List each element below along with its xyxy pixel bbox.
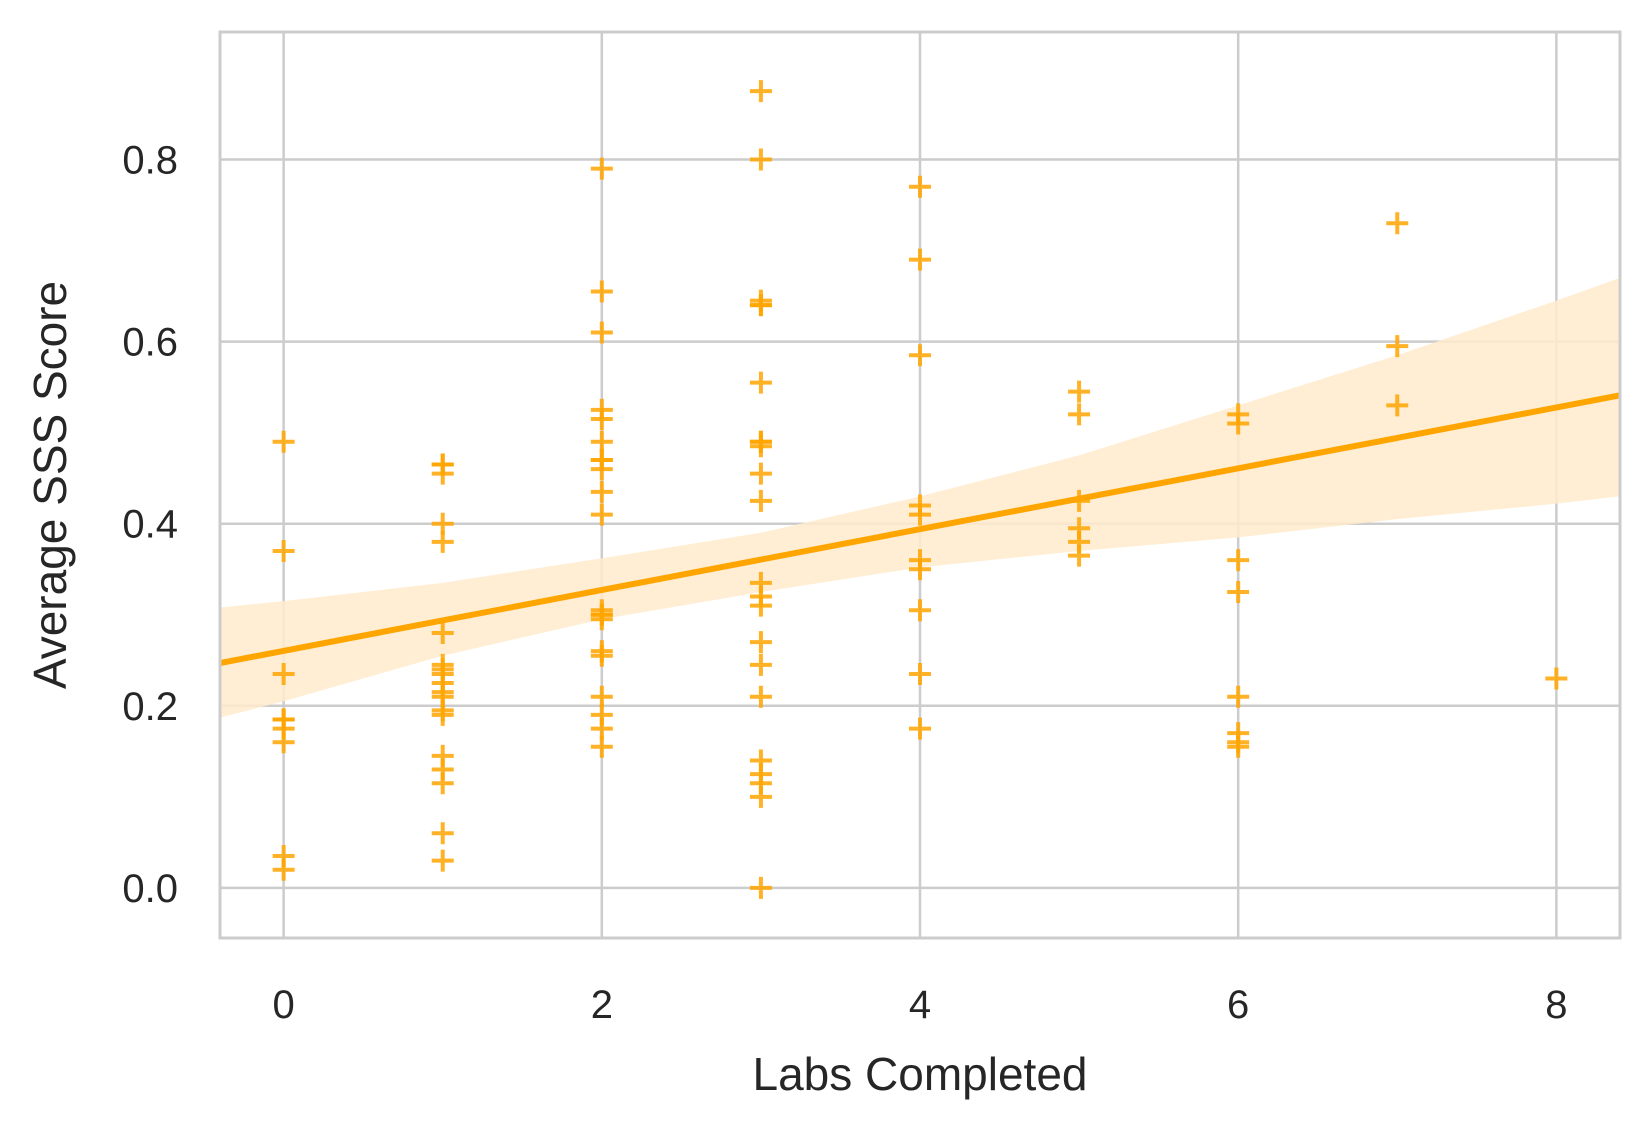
- data-point: [431, 849, 454, 872]
- data-point: [909, 717, 931, 740]
- data-point: [749, 685, 772, 708]
- data-point: [590, 644, 613, 667]
- data-point: [749, 148, 772, 171]
- data-point: [749, 80, 772, 103]
- y-tick-label: 0.2: [122, 685, 178, 729]
- data-point: [1386, 212, 1409, 235]
- data-point: [1545, 667, 1568, 690]
- data-point: [272, 858, 295, 881]
- data-point: [431, 621, 454, 644]
- data-point: [590, 603, 613, 626]
- data-point: [749, 785, 772, 808]
- y-tick-label: 0.4: [122, 503, 178, 547]
- data-point: [590, 448, 613, 471]
- data-point: [431, 822, 454, 845]
- data-point: [749, 430, 772, 453]
- data-point: [272, 708, 295, 731]
- y-axis-label: Average SSS Score: [24, 281, 76, 689]
- data-point: [1227, 685, 1250, 708]
- data-point: [431, 772, 454, 795]
- regression-line: [219, 392, 1621, 666]
- data-point: [749, 594, 772, 617]
- y-tick-label: 0.0: [122, 867, 178, 911]
- data-point: [590, 480, 613, 503]
- data-point: [749, 489, 772, 512]
- regression-line-path: [219, 392, 1621, 666]
- data-point: [1068, 403, 1091, 426]
- y-tick-label: 0.6: [122, 321, 178, 365]
- data-point: [272, 540, 295, 563]
- data-point: [909, 662, 931, 685]
- data-point: [431, 658, 454, 681]
- data-point: [590, 407, 613, 430]
- data-point: [1227, 412, 1250, 435]
- data-point: [1227, 735, 1250, 758]
- data-point: [909, 344, 931, 367]
- data-point: [749, 631, 772, 654]
- data-point: [590, 321, 613, 344]
- data-point: [431, 453, 454, 476]
- data-point: [1386, 394, 1409, 417]
- data-point: [1227, 549, 1250, 572]
- y-tick-labels: 0.0 0.2 0.4 0.6 0.8: [122, 138, 178, 910]
- data-point: [272, 662, 295, 685]
- data-point: [909, 599, 931, 622]
- x-tick-label: 8: [1545, 983, 1567, 1027]
- x-tick-label: 2: [591, 983, 613, 1027]
- data-point: [749, 371, 772, 394]
- data-point: [749, 653, 772, 676]
- data-point: [590, 280, 613, 303]
- scatter-points: [272, 80, 1568, 899]
- y-tick-label: 0.8: [122, 138, 178, 182]
- data-point: [272, 731, 295, 754]
- x-axis-label: Labs Completed: [753, 1048, 1088, 1100]
- data-point: [431, 703, 454, 726]
- data-point: [749, 876, 772, 899]
- data-point: [1227, 580, 1250, 603]
- x-tick-label: 0: [273, 983, 295, 1027]
- data-point: [590, 735, 613, 758]
- data-point: [1068, 544, 1091, 567]
- data-point: [1068, 380, 1091, 403]
- data-point: [749, 294, 772, 317]
- data-point: [272, 430, 295, 453]
- x-tick-labels: 0 2 4 6 8: [273, 983, 1568, 1027]
- data-point: [590, 503, 613, 526]
- data-point: [431, 530, 454, 553]
- x-tick-label: 6: [1227, 983, 1249, 1027]
- data-point: [590, 157, 613, 180]
- data-point: [909, 558, 931, 581]
- plot-frame: [218, 30, 1622, 940]
- data-point: [749, 462, 772, 485]
- data-point: [909, 248, 931, 271]
- data-point: [909, 503, 931, 526]
- data-point: [909, 175, 931, 198]
- x-tick-label: 4: [909, 983, 931, 1027]
- data-point: [1386, 335, 1409, 358]
